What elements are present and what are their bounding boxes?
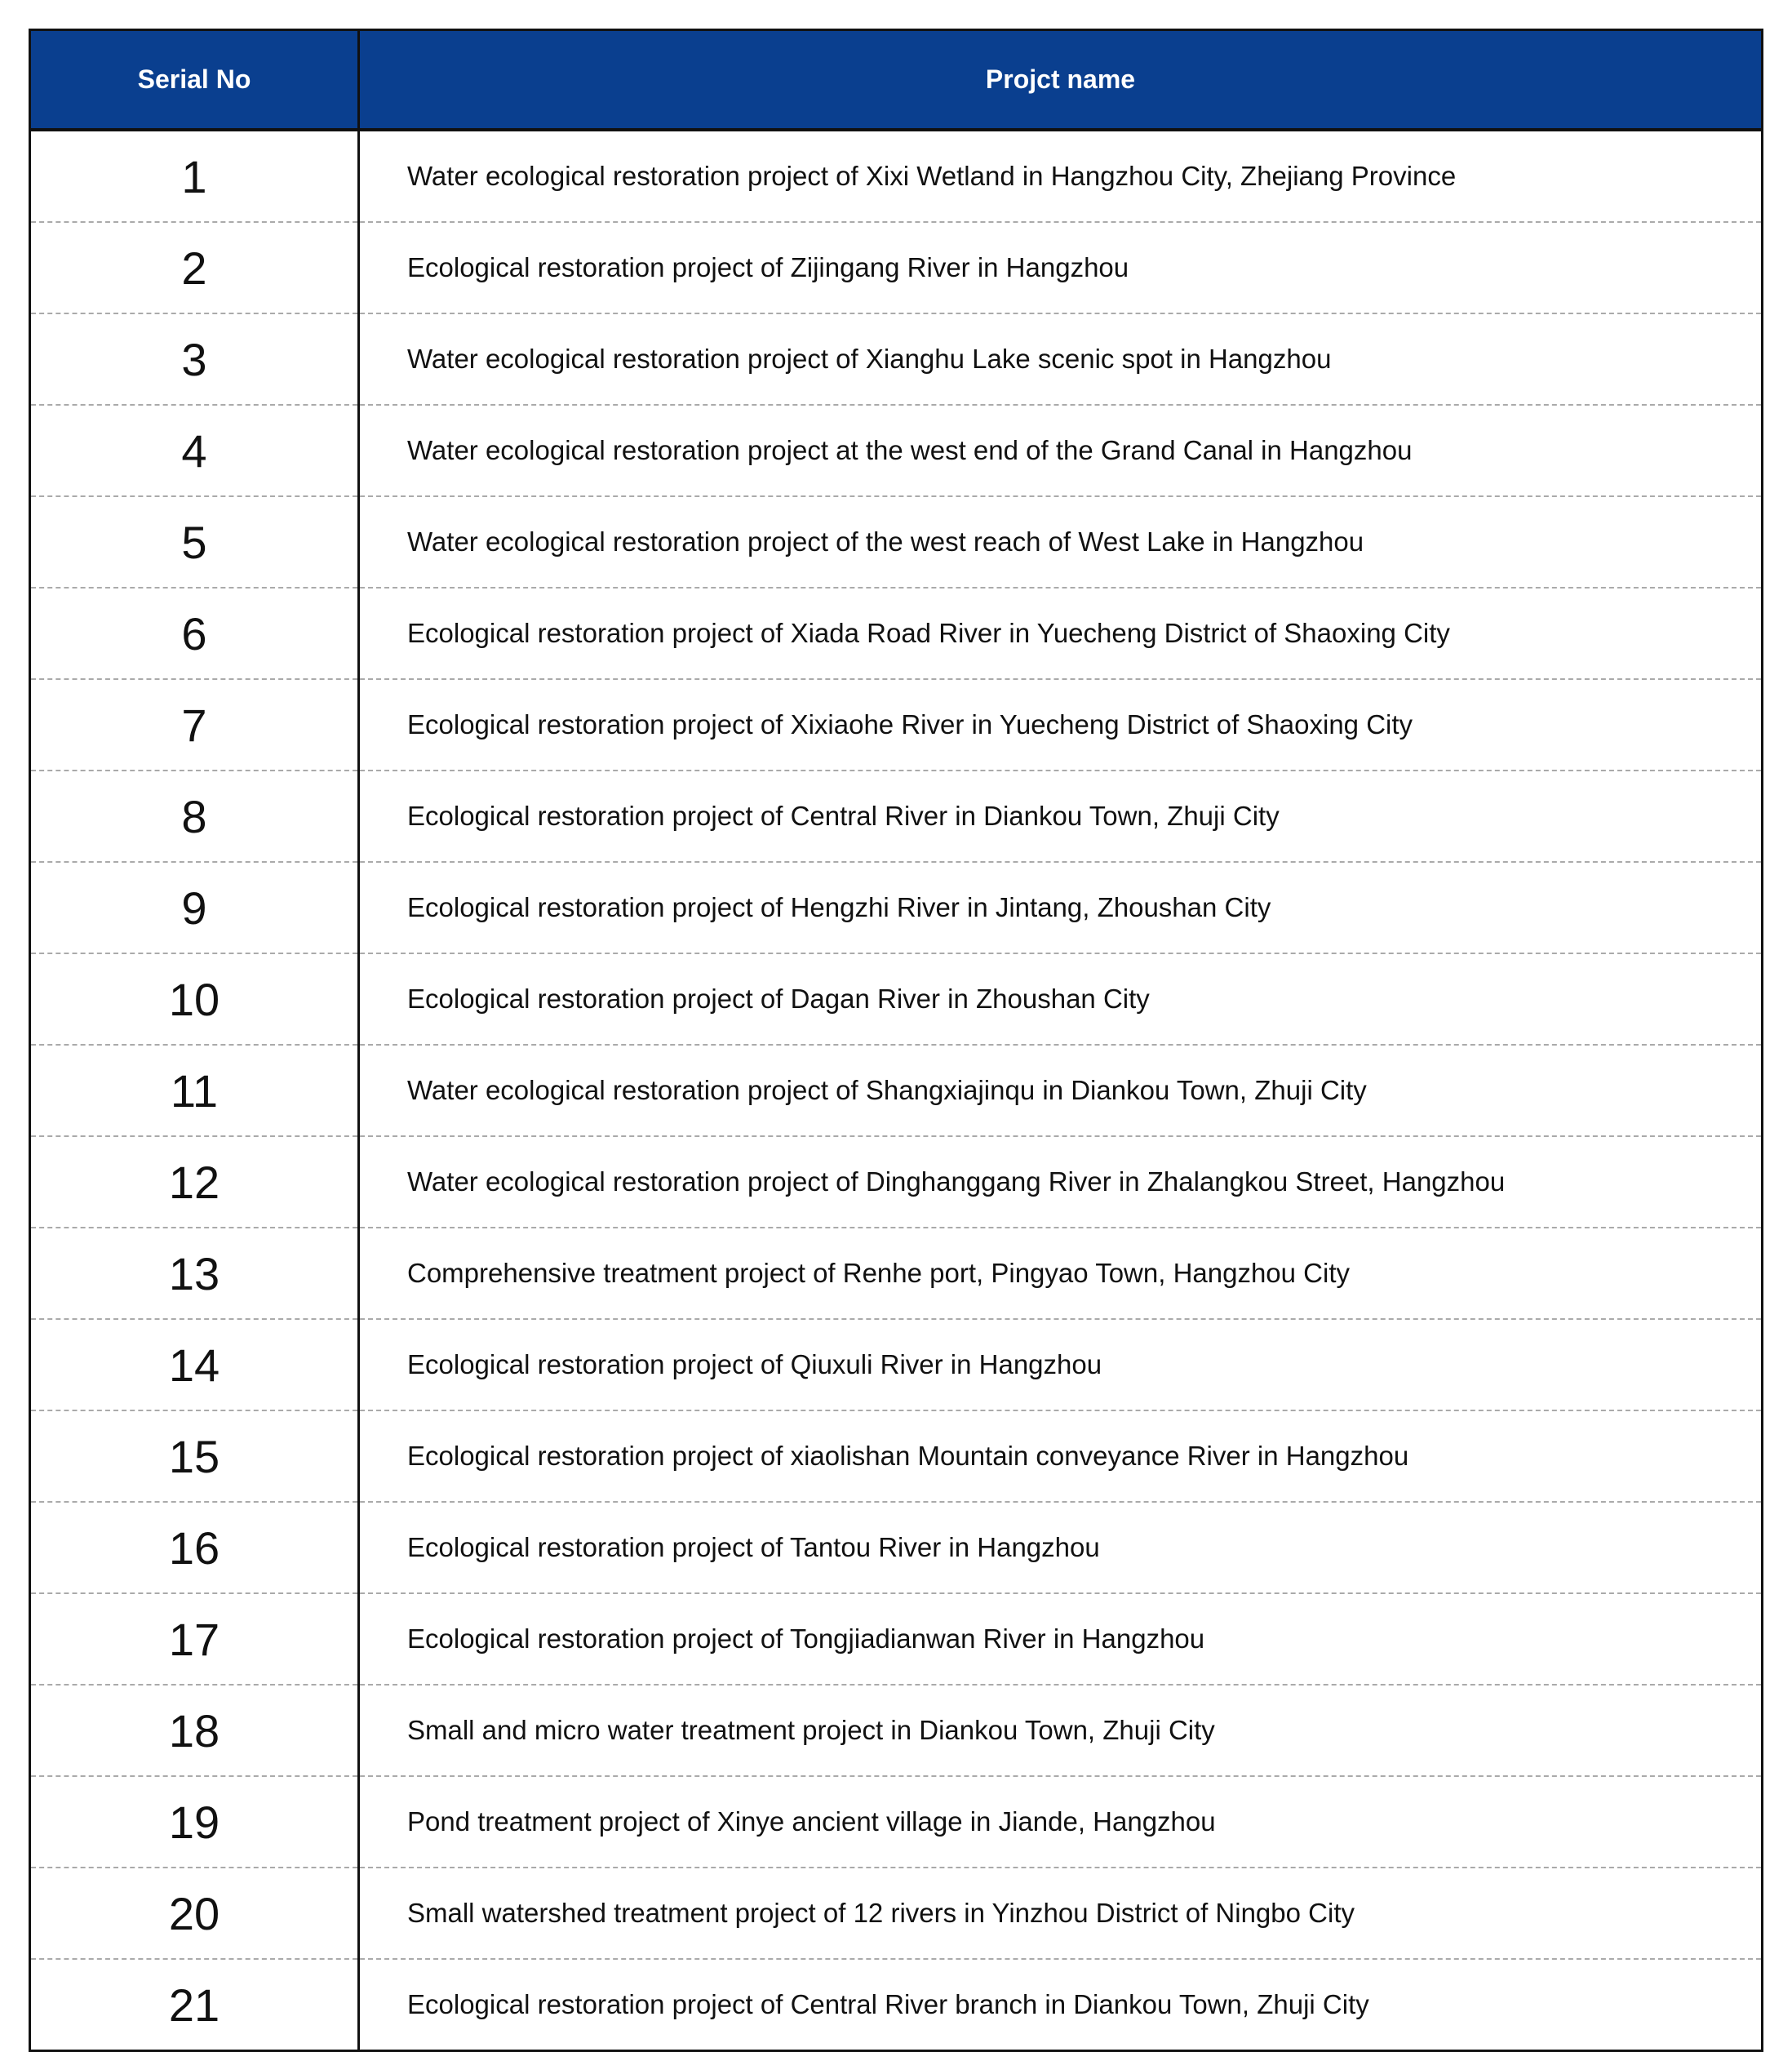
project-name-cell: Ecological restoration project of xiaoli… bbox=[358, 1410, 1763, 1503]
project-name-cell: Water ecological restoration project of … bbox=[358, 1136, 1763, 1228]
serial-no-cell: 20 bbox=[29, 1868, 360, 1960]
serial-no-cell: 14 bbox=[29, 1319, 360, 1411]
table-row: 17 Ecological restoration project of Tong… bbox=[29, 1593, 1763, 1686]
project-name-cell: Ecological restoration project of Tantou… bbox=[358, 1502, 1763, 1594]
serial-no-cell: 2 bbox=[29, 222, 360, 314]
project-name-cell: Water ecological restoration project of … bbox=[358, 496, 1763, 589]
table-row: 2 Ecological restoration project of Zijin… bbox=[29, 222, 1763, 314]
project-name-cell: Small and micro water treatment project … bbox=[358, 1685, 1763, 1777]
table-row: 12 Water ecological restoration project o… bbox=[29, 1136, 1763, 1228]
table-row: 16 Ecological restoration project of Tant… bbox=[29, 1502, 1763, 1594]
serial-no-cell: 10 bbox=[29, 953, 360, 1046]
serial-no-cell: 16 bbox=[29, 1502, 360, 1594]
serial-no-cell: 6 bbox=[29, 588, 360, 680]
serial-no-cell: 7 bbox=[29, 679, 360, 771]
table-row: 21 Ecological restoration project of Cent… bbox=[29, 1959, 1763, 2051]
serial-no-cell: 13 bbox=[29, 1228, 360, 1320]
project-name-cell: Water ecological restoration project at … bbox=[358, 405, 1763, 497]
table-row: 4 Water ecological restoration project at… bbox=[29, 405, 1763, 497]
table-row: 1 Water ecological restoration project of… bbox=[29, 130, 1763, 223]
project-name-cell: Ecological restoration project of Xiada … bbox=[358, 588, 1763, 680]
serial-no-cell: 9 bbox=[29, 862, 360, 954]
project-name-cell: Comprehensive treatment project of Renhe… bbox=[358, 1228, 1763, 1320]
table-row: 13 Comprehensive treatment project of Ren… bbox=[29, 1228, 1763, 1320]
header-row: Serial No Projct name bbox=[29, 29, 1763, 131]
table-row: 19 Pond treatment project of Xinye ancien… bbox=[29, 1776, 1763, 1868]
serial-no-cell: 18 bbox=[29, 1685, 360, 1777]
table-row: 11 Water ecological restoration project o… bbox=[29, 1045, 1763, 1137]
project-name-cell: Water ecological restoration project of … bbox=[358, 1045, 1763, 1137]
table-row: 7 Ecological restoration project of Xixia… bbox=[29, 679, 1763, 771]
table-body: 1 Water ecological restoration project of… bbox=[29, 130, 1763, 2051]
table-row: 9 Ecological restoration project of Hengz… bbox=[29, 862, 1763, 954]
table-row: 20 Small watershed treatment project of 1… bbox=[29, 1868, 1763, 1960]
table-row: 5 Water ecological restoration project of… bbox=[29, 496, 1763, 589]
serial-no-cell: 11 bbox=[29, 1045, 360, 1137]
projects-table: Serial No Projct name 1 Water ecological … bbox=[29, 29, 1763, 2052]
serial-no-cell: 3 bbox=[29, 313, 360, 406]
serial-no-cell: 4 bbox=[29, 405, 360, 497]
serial-no-cell: 1 bbox=[29, 130, 360, 223]
table-row: 14 Ecological restoration project of Qiux… bbox=[29, 1319, 1763, 1411]
project-name-cell: Water ecological restoration project of … bbox=[358, 130, 1763, 223]
project-name-cell: Ecological restoration project of Zijing… bbox=[358, 222, 1763, 314]
serial-no-cell: 12 bbox=[29, 1136, 360, 1228]
project-name-cell: Small watershed treatment project of 12 … bbox=[358, 1868, 1763, 1960]
project-name-cell: Ecological restoration project of Dagan … bbox=[358, 953, 1763, 1046]
table-row: 8 Ecological restoration project of Centr… bbox=[29, 771, 1763, 863]
table-row: 10 Ecological restoration project of Daga… bbox=[29, 953, 1763, 1046]
project-name-cell: Ecological restoration project of Hengzh… bbox=[358, 862, 1763, 954]
table-row: 3 Water ecological restoration project of… bbox=[29, 313, 1763, 406]
header-serial-no: Serial No bbox=[29, 29, 360, 131]
project-name-cell: Ecological restoration project of Centra… bbox=[407, 1989, 1369, 2019]
serial-no-cell: 17 bbox=[29, 1593, 360, 1686]
project-name-cell: Ecological restoration project of Tongji… bbox=[358, 1593, 1763, 1686]
project-name-cell: Water ecological restoration project of … bbox=[358, 313, 1763, 406]
serial-no-cell: 19 bbox=[29, 1776, 360, 1868]
project-name-cell: Ecological restoration project of Xixiao… bbox=[358, 679, 1763, 771]
table-row: 15 Ecological restoration project of xiao… bbox=[29, 1410, 1763, 1503]
serial-no-cell: 15 bbox=[29, 1410, 360, 1503]
header-project-name: Projct name bbox=[358, 29, 1763, 131]
serial-no-cell: 5 bbox=[29, 496, 360, 589]
table-row: 6 Ecological restoration project of Xiada… bbox=[29, 588, 1763, 680]
serial-no-cell: 21 bbox=[29, 1959, 360, 2051]
project-name-cell: Pond treatment project of Xinye ancient … bbox=[358, 1776, 1763, 1868]
project-name-cell: Ecological restoration project of Qiuxul… bbox=[358, 1319, 1763, 1411]
table-row: 18 Small and micro water treatment projec… bbox=[29, 1685, 1763, 1777]
project-name-cell: Ecological restoration project of Centra… bbox=[358, 771, 1763, 863]
serial-no-cell: 8 bbox=[29, 771, 360, 863]
